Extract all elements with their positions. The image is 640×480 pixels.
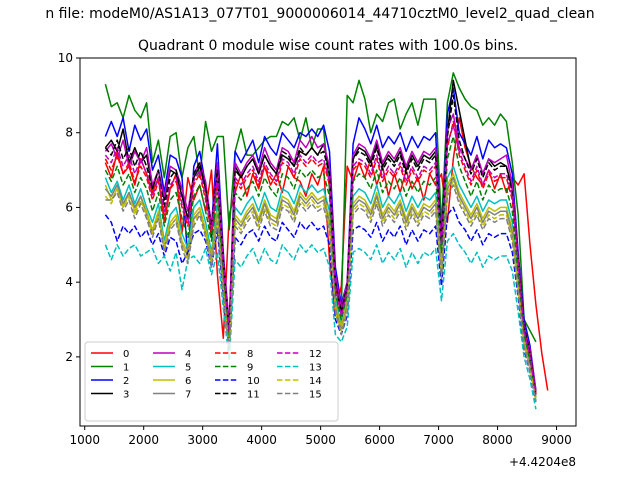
x-tick-label: 3000 xyxy=(187,433,218,447)
legend-label-6: 6 xyxy=(185,376,191,387)
series-line-13 xyxy=(104,232,537,410)
legend-label-0: 0 xyxy=(123,349,129,360)
x-offset-label: +4.4204e8 xyxy=(509,455,576,469)
legend-label-14: 14 xyxy=(309,376,322,387)
legend-label-5: 5 xyxy=(185,363,191,374)
legend-label-12: 12 xyxy=(309,349,322,360)
series-layer xyxy=(104,72,549,410)
series-line-14 xyxy=(104,180,537,402)
legend-label-2: 2 xyxy=(123,376,129,387)
series-line-6 xyxy=(104,173,537,399)
y-tick-label: 8 xyxy=(65,126,73,140)
series-line-5 xyxy=(104,165,537,399)
legend-label-3: 3 xyxy=(123,390,129,401)
series-line-9 xyxy=(104,135,537,399)
legend-box xyxy=(84,341,339,422)
legend-label-7: 7 xyxy=(185,390,191,401)
series-line-2 xyxy=(104,87,537,391)
series-line-10 xyxy=(104,206,537,402)
legend-label-10: 10 xyxy=(247,376,260,387)
series-line-8 xyxy=(104,120,537,395)
y-tick-label: 10 xyxy=(58,51,73,65)
x-axis: 1000 2000 3000 4000 5000 6000 7000 8000 9000 xyxy=(69,426,572,447)
legend-label-1: 1 xyxy=(123,363,129,374)
series-line-15 xyxy=(105,184,537,402)
x-tick-label: 8000 xyxy=(482,433,513,447)
series-line-1 xyxy=(104,72,537,343)
x-tick-label: 5000 xyxy=(305,433,336,447)
chart-title: Quadrant 0 module wise count rates with … xyxy=(138,38,518,54)
legend-label-13: 13 xyxy=(309,363,322,374)
legend-label-15: 15 xyxy=(309,390,322,401)
legend-label-4: 4 xyxy=(185,349,191,360)
x-tick-label: 6000 xyxy=(364,433,395,447)
series-line-12 xyxy=(104,124,537,395)
legend-label-8: 8 xyxy=(247,349,253,360)
figure-suptitle: n file: modeM0/AS1A13_077T01_9000006014_… xyxy=(45,6,594,22)
series-line-7 xyxy=(104,176,537,402)
y-tick-label: 6 xyxy=(65,200,73,214)
plot-frame xyxy=(79,57,577,427)
series-line-11 xyxy=(104,94,537,395)
y-tick-label: 4 xyxy=(65,275,73,289)
x-tick-label: 7000 xyxy=(423,433,454,447)
y-axis: 2 4 6 8 10 xyxy=(58,51,80,364)
legend-label-9: 9 xyxy=(247,363,253,374)
y-tick-label: 2 xyxy=(65,350,73,364)
legend-label-11: 11 xyxy=(247,390,260,401)
x-tick-label: 2000 xyxy=(128,433,159,447)
x-tick-label: 4000 xyxy=(246,433,277,447)
x-tick-label: 1000 xyxy=(69,433,100,447)
x-tick-label: 9000 xyxy=(541,433,572,447)
